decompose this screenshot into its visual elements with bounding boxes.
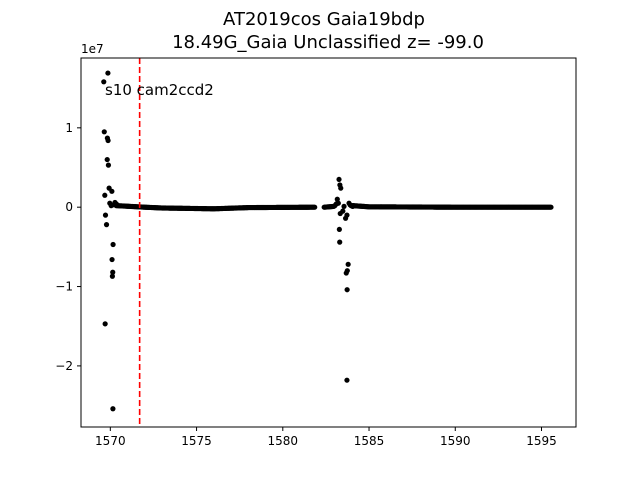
data-point [110,241,116,248]
data-point [102,192,108,198]
chart-subtitle: 18.49G_Gaia Unclassified z= -99.0 [172,32,484,53]
data-point [110,269,116,275]
data-point [337,239,343,245]
x-tick-label: 1570 [95,434,126,448]
data-point [334,196,340,202]
data-point [105,162,112,168]
data-point [110,406,116,412]
data-point [101,129,107,135]
y-tick-label: 0 [65,200,73,214]
data-point [341,203,347,209]
data-point [312,204,318,210]
data-point [113,201,119,207]
data-point [344,377,350,383]
x-tick-label: 1580 [268,434,299,448]
x-tick-label: 1585 [354,434,385,448]
data-point [103,222,110,228]
data-point [102,321,108,327]
data-point [105,137,111,144]
data-point [104,156,110,163]
x-axis: 1570 1575 1580 1585 1590 1595 [95,427,557,448]
chart-annotation: s10 cam2ccd2 [105,81,214,99]
data-point [344,287,350,293]
x-tick-label: 1575 [181,434,212,448]
y-tick-label: 1 [65,121,73,135]
data-point [105,70,111,76]
data-point [101,79,107,85]
y-offset-label: 1e7 [81,42,104,56]
chart-title: AT2019cos Gaia19bdp [223,9,425,30]
data-points [101,70,554,412]
data-point [109,273,115,279]
data-point [344,268,350,274]
y-tick-label: −1 [55,280,73,294]
data-point [335,200,341,206]
data-point [102,212,109,218]
data-point [336,176,342,183]
x-tick-label: 1595 [526,434,557,448]
y-tick-label: −2 [55,359,73,373]
data-point [109,188,115,194]
axes-frame [80,57,577,428]
plot-area: s10 cam2ccd2 [101,58,554,427]
y-axis: −2 −1 0 1 [55,121,81,373]
data-point [338,185,344,191]
data-point [548,204,554,210]
data-point [336,226,342,233]
data-point [344,212,350,218]
data-point [109,256,115,263]
x-tick-label: 1590 [440,434,471,448]
data-point [340,208,346,214]
data-point [350,203,356,209]
data-point [345,261,351,267]
